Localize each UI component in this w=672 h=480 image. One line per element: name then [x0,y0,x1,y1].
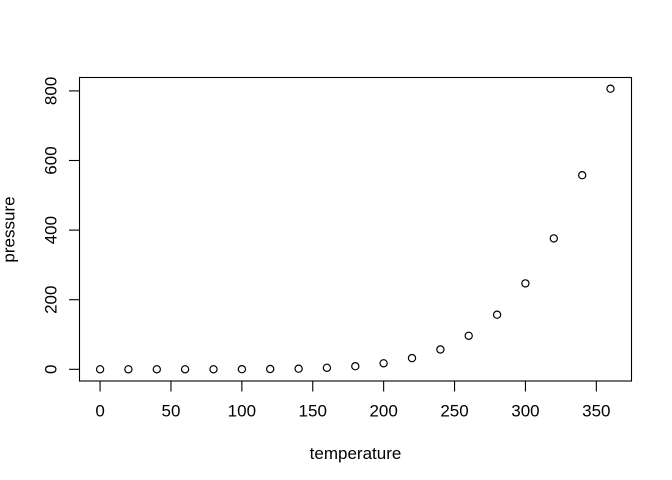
y-tick-label: 200 [42,286,61,314]
data-point [578,170,587,180]
data-point [606,84,615,93]
data-point [492,310,502,319]
data-point [521,279,530,288]
x-tick-label: 200 [369,402,397,421]
x-axis: 0 50 100 150 200 250 300 350 [95,381,611,421]
x-tick-label: 300 [511,402,539,421]
plot-box [78,76,633,382]
data-point [180,365,190,374]
x-tick-label: 50 [161,402,180,421]
x-tick-label: 350 [582,402,610,421]
x-tick-label: 0 [95,402,104,421]
data-point [351,362,360,371]
data-point [549,234,559,243]
data-point [95,365,105,374]
data-point [379,359,388,368]
x-tick-label: 100 [228,402,256,421]
data-point [294,364,303,373]
data-point [322,363,332,372]
y-axis: 0 200 400 600 800 [42,77,80,374]
data-points [95,84,615,374]
y-axis-title: pressure [0,196,19,262]
data-point [407,353,417,363]
data-point [436,345,445,354]
data-point [237,365,247,374]
data-point [209,365,218,374]
x-tick-label: 250 [440,402,468,421]
data-point [464,331,473,340]
y-tick-label: 400 [42,216,61,244]
y-tick-label: 0 [42,365,61,374]
data-point [124,365,133,374]
y-tick-label: 600 [42,146,61,174]
data-point [266,364,275,374]
x-tick-label: 150 [299,402,327,421]
data-point [152,365,161,374]
x-axis-title: temperature [310,444,402,463]
y-tick-label: 800 [42,77,61,105]
